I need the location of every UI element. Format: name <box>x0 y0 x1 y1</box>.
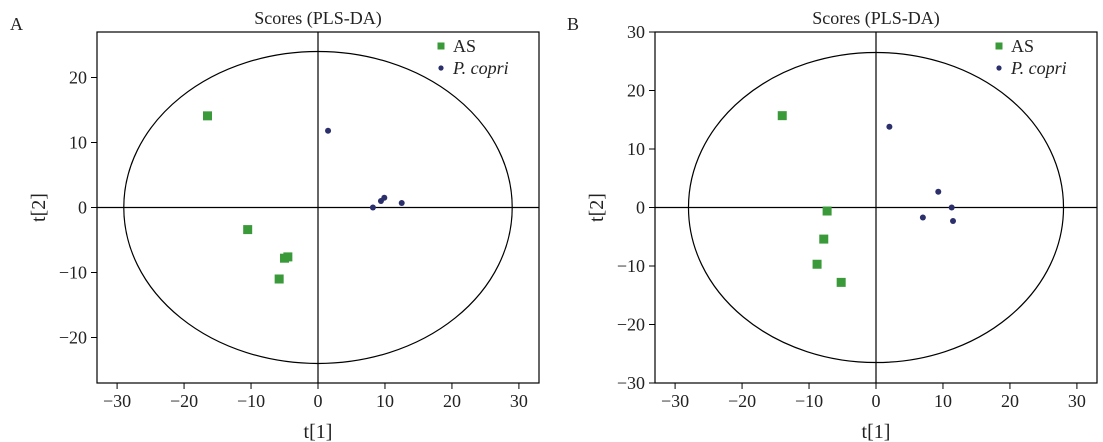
y-tick-label: 10 <box>627 139 645 159</box>
series-as <box>203 111 293 284</box>
x-tick-label: 0 <box>872 391 881 411</box>
x-tick-label: −10 <box>237 391 265 411</box>
y-tick-label: 20 <box>627 81 645 101</box>
chart-title: Scores (PLS-DA) <box>812 8 940 29</box>
data-point-as <box>203 111 212 121</box>
x-tick-label: 10 <box>376 391 394 411</box>
legend-label: AS <box>453 36 476 56</box>
data-point-p-copri <box>950 217 957 224</box>
y-tick-label: −20 <box>617 315 645 335</box>
chart-title: Scores (PLS-DA) <box>254 8 382 29</box>
confidence-ellipse <box>123 50 513 365</box>
data-point-as <box>283 252 293 262</box>
legend: ASP. copri <box>995 36 1067 78</box>
data-point-as <box>777 111 787 121</box>
x-tick-label: −20 <box>728 391 756 411</box>
legend-marker-p-copri <box>438 65 444 71</box>
y-axis-label: t[2] <box>28 193 50 222</box>
y-tick-label: −10 <box>617 256 645 276</box>
y-tick-label: −20 <box>59 328 87 348</box>
x-tick-label: 20 <box>443 391 461 411</box>
x-tick-label: 10 <box>934 391 952 411</box>
data-point-as <box>819 234 829 244</box>
data-point-as <box>822 206 832 216</box>
x-tick-label: 20 <box>1001 391 1019 411</box>
data-point-as <box>274 274 284 284</box>
legend-label: AS <box>1011 36 1034 56</box>
y-axis-label: t[2] <box>586 193 608 222</box>
panel-letter: A <box>10 14 23 34</box>
x-tick-label: −30 <box>103 391 131 411</box>
legend-marker-p-copri <box>996 65 1002 71</box>
data-point-p-copri <box>919 214 926 221</box>
panel-letter: B <box>567 14 579 34</box>
legend: ASP. copri <box>437 36 509 78</box>
series-p-copri <box>886 123 957 224</box>
data-point-p-copri <box>398 199 405 206</box>
chart-panel-a: A Scores (PLS-DA) −30 −20 −10 0 10 20 30 −20 −10 0 1… <box>10 8 540 442</box>
series-p-copri <box>325 127 405 211</box>
data-point-p-copri <box>381 194 388 201</box>
x-tick-label: 30 <box>1068 391 1086 411</box>
data-point-p-copri <box>369 204 376 211</box>
series-as <box>777 111 846 287</box>
data-point-p-copri <box>325 127 332 134</box>
legend-marker-as <box>995 42 1003 50</box>
confidence-ellipse <box>687 51 1065 364</box>
y-tick-label: 0 <box>636 198 645 218</box>
x-tick-label: −10 <box>795 391 823 411</box>
legend-label: P. copri <box>452 58 509 78</box>
data-point-p-copri <box>948 204 955 211</box>
y-tick-label: 10 <box>69 133 87 153</box>
data-point-as <box>836 277 846 287</box>
x-tick-label: 0 <box>314 391 323 411</box>
x-tick-label: 30 <box>510 391 528 411</box>
data-point-p-copri <box>935 188 942 195</box>
x-axis-label: t[1] <box>862 421 891 442</box>
y-tick-label: 20 <box>69 68 87 88</box>
y-tick-label: −30 <box>617 373 645 393</box>
y-tick-label: 30 <box>627 22 645 42</box>
x-tick-label: −20 <box>170 391 198 411</box>
x-tick-label: −30 <box>661 391 689 411</box>
legend-label: P. copri <box>1010 58 1067 78</box>
y-tick-label: 0 <box>78 198 87 218</box>
data-point-p-copri <box>886 123 893 130</box>
legend-marker-as <box>437 42 445 50</box>
data-point-as <box>812 259 822 269</box>
x-axis-label: t[1] <box>304 421 333 442</box>
chart-panel-b: B Scores (PLS-DA) −30 −20 −10 0 10 20 30 −30 −20 −1… <box>567 8 1098 442</box>
data-point-as <box>243 225 253 235</box>
y-tick-label: −10 <box>59 263 87 283</box>
